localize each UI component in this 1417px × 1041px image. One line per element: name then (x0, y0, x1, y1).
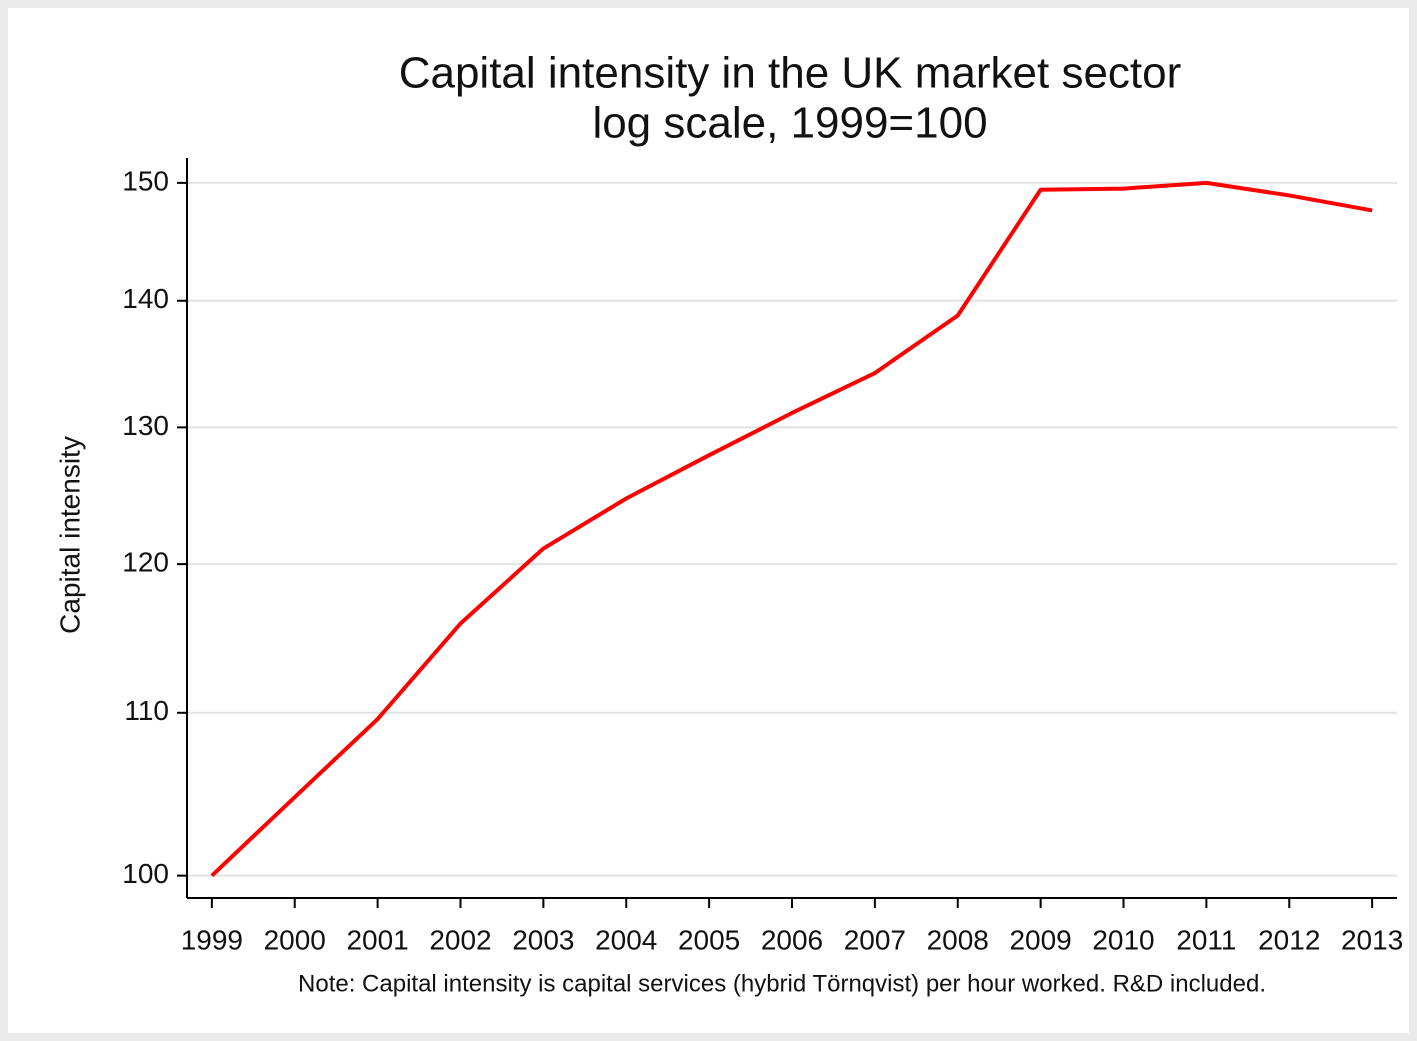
x-tick-label: 2008 (927, 924, 989, 955)
chart-background (8, 8, 1409, 1033)
chart-title: Capital intensity in the UK market secto… (399, 49, 1182, 98)
note: Note: Capital intensity is capital servi… (298, 970, 1266, 997)
x-tick-label: 2001 (346, 924, 408, 955)
x-tick-label: 2002 (429, 924, 491, 955)
y-axis-label: Capital intensity (54, 436, 85, 634)
x-tick-label: 1999 (181, 924, 243, 955)
y-tick-label: 130 (122, 410, 169, 441)
x-tick-label: 2013 (1341, 924, 1403, 955)
chart-subtitle: log scale, 1999=100 (592, 99, 987, 148)
y-tick-label: 120 (122, 547, 169, 578)
y-tick-label: 150 (122, 165, 169, 196)
x-tick-label: 2007 (844, 924, 906, 955)
x-tick-label: 2006 (761, 924, 823, 955)
x-tick-label: 2012 (1258, 924, 1320, 955)
x-tick-label: 2011 (1176, 924, 1236, 955)
x-tick-label: 2009 (1009, 924, 1071, 955)
data-line (210, 180, 1373, 878)
x-tick-label: 2003 (512, 924, 574, 955)
x-tick-label: 2000 (264, 924, 326, 955)
y-tick-label: 140 (122, 283, 169, 314)
x-tick-label: 2005 (678, 924, 740, 955)
x-tick-label: 2010 (1092, 924, 1154, 955)
y-tick-label: 100 (122, 858, 169, 889)
y-tick-label: 110 (124, 695, 169, 726)
x-tick-label: 2004 (595, 924, 657, 955)
